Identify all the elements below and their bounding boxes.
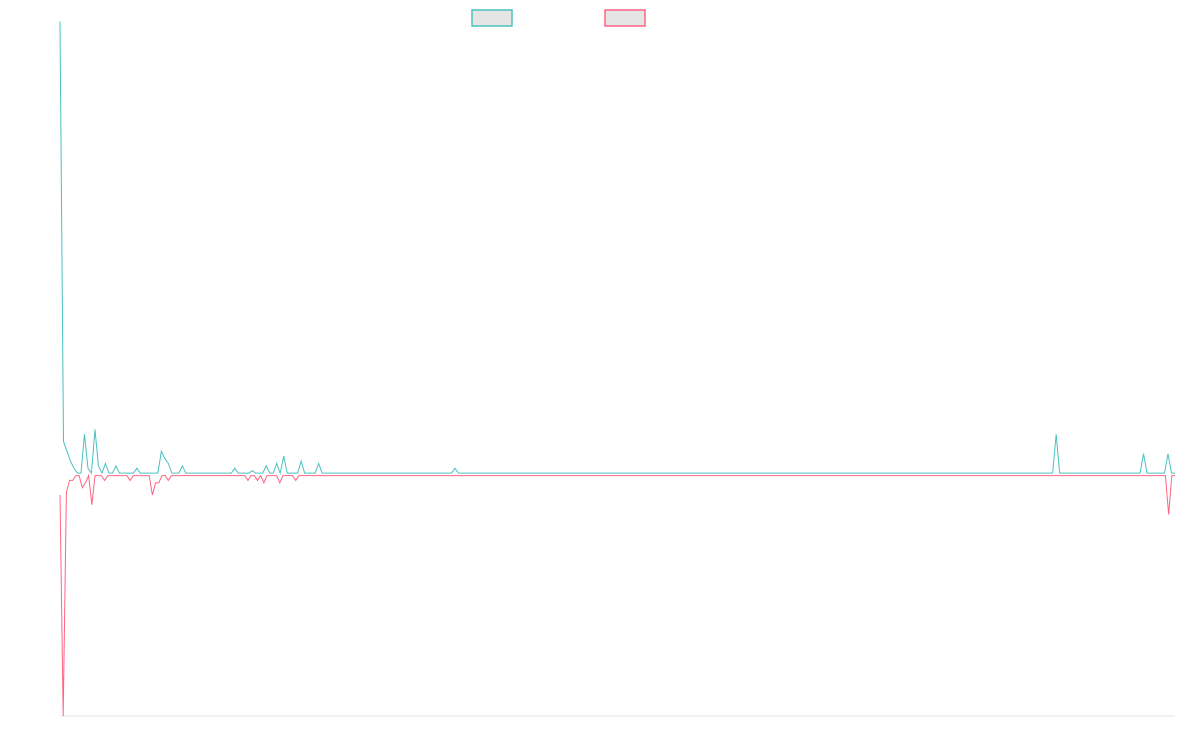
- series-line-1: [59, 21, 1175, 475]
- legend-swatch-2[interactable]: [604, 9, 646, 27]
- series-layer: [59, 21, 1175, 717]
- legend-swatch-1[interactable]: [471, 9, 513, 27]
- legend: [471, 9, 646, 27]
- series-line-2: [59, 473, 1175, 717]
